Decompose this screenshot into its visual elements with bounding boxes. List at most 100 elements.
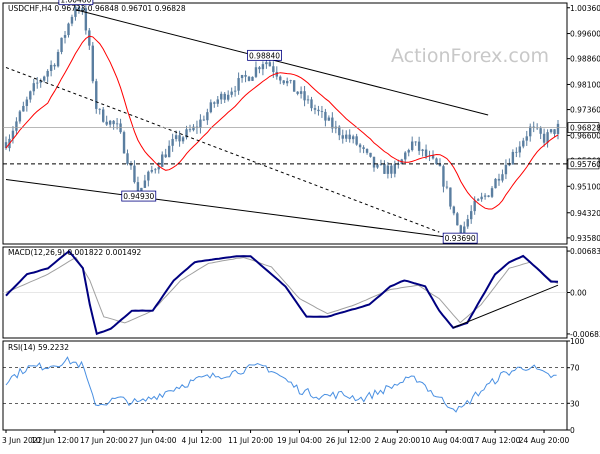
- candle-body: [476, 199, 480, 201]
- candle-body: [525, 136, 528, 141]
- macd-trendline: [453, 284, 559, 329]
- candle-body: [445, 186, 449, 188]
- candle-body: [404, 152, 407, 160]
- candle-body: [282, 80, 285, 84]
- y-tick-label: 1.00360: [570, 4, 600, 13]
- candle-body: [414, 141, 417, 143]
- candle-body: [435, 158, 438, 165]
- candle-body: [317, 109, 320, 112]
- candle-body: [417, 141, 421, 151]
- x-tick-label: 27 Jun 04:00: [129, 436, 177, 445]
- y-tick-label: 0.98100: [570, 80, 600, 89]
- candle-body: [209, 102, 213, 113]
- candle-body: [136, 182, 140, 192]
- candle-body: [275, 71, 278, 77]
- panel-frame-1: [2, 2, 568, 245]
- candle-body: [161, 154, 164, 167]
- candle-body: [102, 109, 105, 122]
- candle-body: [244, 75, 247, 77]
- candle-body: [63, 35, 67, 38]
- candle-body: [223, 93, 226, 100]
- candle-body: [25, 99, 29, 106]
- candle-body: [220, 93, 223, 100]
- candle-body: [369, 152, 372, 157]
- trendline-1: [75, 9, 489, 116]
- candle-body: [81, 8, 84, 11]
- macd-signal-line: [5, 256, 559, 324]
- current-price-label: 0.96828: [570, 124, 600, 133]
- candle-body: [459, 225, 462, 239]
- price-annotation-box: [58, 0, 94, 6]
- candle-body: [456, 213, 459, 226]
- y-tick-label: 0.93580: [570, 234, 600, 243]
- candle-body: [32, 83, 35, 92]
- candle-body: [258, 67, 261, 70]
- x-tick-label: 17 Jun 20:00: [80, 436, 128, 445]
- x-tick-label: 19 Jul 04:00: [277, 436, 322, 445]
- candle-body: [331, 117, 334, 129]
- candle-body: [4, 142, 8, 149]
- candle-body: [351, 136, 355, 140]
- candle-body: [261, 64, 265, 70]
- candle-body: [338, 126, 341, 136]
- candle-body: [487, 195, 490, 197]
- price-panel-header: USDCHF,H4 0.96723 0.96848 0.96701 0.9682…: [8, 4, 186, 13]
- candle-body: [46, 70, 49, 77]
- y-tick-label: 70: [570, 364, 580, 373]
- candle-body: [424, 149, 428, 157]
- candle-body: [171, 138, 174, 146]
- candle-body: [88, 30, 91, 46]
- price-annotation-box: [121, 190, 157, 202]
- candle-body: [470, 211, 473, 220]
- candle-body: [466, 219, 469, 227]
- candle-body: [192, 126, 195, 131]
- candle-body: [98, 108, 101, 110]
- candle-body: [122, 132, 126, 154]
- candle-body: [529, 126, 532, 137]
- candle-body: [143, 180, 147, 188]
- trendline-dotted: [5, 67, 440, 233]
- candle-body: [508, 164, 511, 166]
- candle-body: [56, 51, 60, 67]
- y-tick-label: 30: [570, 399, 580, 408]
- candle-body: [251, 76, 254, 81]
- candle-body: [539, 128, 542, 134]
- candle-body: [91, 45, 94, 82]
- candle-body: [341, 135, 344, 139]
- candle-body: [279, 76, 282, 81]
- macd-line: [5, 250, 559, 336]
- candle-body: [379, 164, 383, 165]
- candle-body: [532, 126, 535, 128]
- candle-body: [60, 37, 63, 52]
- y-tick-label: 0.00: [570, 289, 587, 298]
- candle-body: [410, 141, 414, 151]
- candle-body: [449, 187, 452, 207]
- candle-body: [522, 140, 525, 147]
- candle-body: [494, 178, 497, 189]
- candle-body: [95, 81, 98, 109]
- candle-body: [473, 200, 476, 212]
- price-annotation-label: 0.94930: [123, 192, 154, 201]
- candle-body: [483, 195, 487, 197]
- y-tick-label: -0.00683: [570, 330, 600, 339]
- candle-body: [306, 99, 310, 101]
- candle-body: [150, 170, 154, 172]
- candle-body: [70, 16, 74, 24]
- x-tick-label: 4 Jul 12:00: [182, 436, 222, 445]
- candle-body: [254, 67, 258, 77]
- candle-body: [199, 119, 202, 128]
- candle-body: [84, 8, 88, 31]
- candle-body: [518, 146, 522, 153]
- candle-body: [15, 121, 18, 131]
- candle-body: [376, 164, 379, 168]
- candle-body: [320, 111, 324, 112]
- candle-body: [108, 120, 112, 125]
- candle-body: [115, 123, 119, 125]
- candle-body: [206, 112, 209, 121]
- moving-average-line: [5, 35, 559, 210]
- candle-body: [216, 99, 219, 104]
- candle-body: [362, 147, 365, 149]
- candle-body: [546, 132, 549, 143]
- candle-body: [268, 62, 272, 67]
- y-tick-label: 0.98860: [570, 55, 600, 64]
